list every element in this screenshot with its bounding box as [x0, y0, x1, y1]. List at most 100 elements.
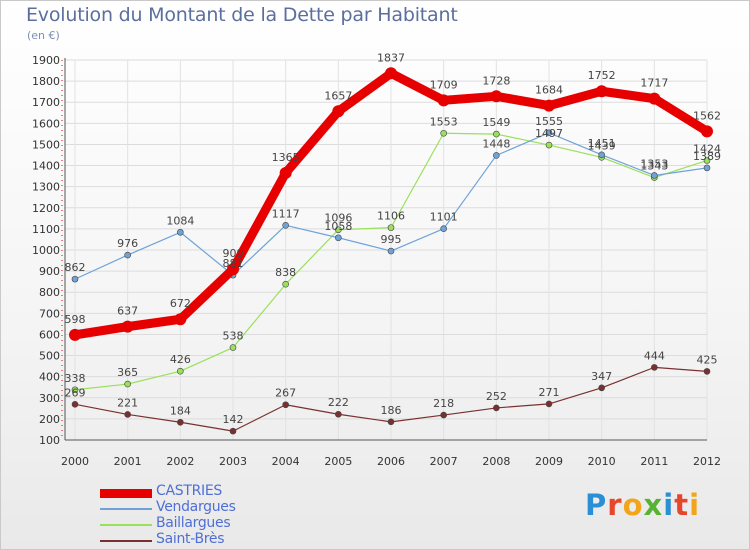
y-tick-label: 800 — [39, 286, 60, 299]
data-label: 269 — [65, 386, 86, 399]
legend-swatch — [100, 488, 152, 498]
data-label: 1343 — [640, 160, 668, 173]
logo-letter: x — [643, 488, 664, 522]
data-label: 1657 — [324, 89, 352, 102]
data-point — [437, 94, 450, 107]
data-label: 976 — [117, 237, 138, 250]
data-label: 252 — [486, 390, 507, 403]
logo-letter: i — [663, 488, 675, 522]
y-tick-label: 300 — [39, 392, 60, 405]
data-point — [440, 411, 447, 419]
data-point — [387, 247, 395, 255]
data-label: 1549 — [482, 116, 510, 129]
data-label: 1837 — [377, 51, 405, 64]
data-point — [177, 228, 184, 236]
data-point — [545, 129, 553, 137]
data-point — [71, 275, 79, 283]
data-point — [387, 418, 395, 426]
data-point — [387, 224, 395, 231]
y-tick-label: 100 — [39, 434, 60, 447]
y-tick-label: 1600 — [32, 117, 60, 130]
data-point — [543, 99, 555, 112]
data-label: 1424 — [693, 142, 721, 155]
logo-letter: o — [622, 488, 644, 522]
data-point — [71, 386, 79, 394]
data-point — [701, 125, 713, 138]
data-label: 222 — [328, 396, 349, 409]
data-label: 1451 — [588, 137, 616, 150]
data-label: 995 — [381, 233, 402, 246]
data-point — [282, 401, 289, 409]
data-label: 1106 — [377, 210, 405, 223]
legend-swatch — [100, 508, 152, 510]
data-point — [174, 313, 187, 326]
y-tick-label: 700 — [39, 307, 60, 320]
data-point — [703, 164, 711, 172]
data-label: 1389 — [693, 150, 721, 163]
data-point — [177, 367, 184, 375]
y-tick-label: 1700 — [32, 96, 60, 109]
y-tick-label: 1000 — [32, 244, 60, 257]
x-tick-label: 2008 — [482, 455, 510, 468]
data-label: 909 — [223, 247, 244, 260]
x-tick-label: 2011 — [640, 455, 668, 468]
data-label: 267 — [275, 387, 296, 400]
logo-letter: P — [585, 488, 608, 522]
data-label: 426 — [170, 353, 191, 366]
y-tick-label: 1400 — [32, 160, 60, 173]
data-point — [440, 225, 447, 232]
data-label: 1084 — [166, 214, 194, 227]
data-label: 186 — [381, 404, 402, 417]
y-tick-label: 400 — [39, 371, 60, 384]
data-point — [545, 400, 553, 408]
data-point — [227, 263, 239, 276]
y-tick-label: 1100 — [32, 223, 60, 236]
y-tick-label: 600 — [39, 328, 60, 341]
data-label: 1101 — [430, 211, 458, 224]
data-point — [335, 410, 342, 418]
data-point — [69, 328, 81, 341]
data-label: 1096 — [324, 212, 352, 225]
x-tick-label: 2012 — [693, 455, 721, 468]
logo-letter: i — [689, 488, 701, 522]
y-tick-label: 900 — [39, 265, 60, 278]
data-point — [124, 251, 131, 259]
data-label: 338 — [65, 372, 86, 385]
data-point — [493, 404, 500, 412]
y-tick-label: 1900 — [32, 54, 60, 67]
data-label: 881 — [223, 257, 244, 270]
x-tick-label: 2006 — [377, 455, 405, 468]
x-tick-label: 2007 — [430, 455, 458, 468]
data-label: 1439 — [588, 139, 616, 152]
legend-swatch — [100, 524, 152, 526]
data-point — [440, 129, 447, 137]
x-tick-label: 2000 — [61, 455, 89, 468]
data-label: 1058 — [324, 220, 352, 233]
data-label: 142 — [223, 413, 244, 426]
data-point — [279, 166, 292, 179]
data-point — [545, 141, 553, 149]
x-tick-label: 2010 — [588, 455, 616, 468]
chart-title: Evolution du Montant de la Dette par Hab… — [26, 4, 458, 26]
data-point — [335, 226, 342, 234]
data-point — [124, 411, 131, 418]
data-label: 598 — [65, 313, 86, 326]
data-label: 1555 — [535, 115, 563, 128]
x-tick-label: 2003 — [219, 455, 247, 468]
data-point — [648, 92, 661, 105]
proxiti-logo: Proxiti — [585, 488, 700, 522]
data-label: 1709 — [430, 78, 458, 91]
data-label: 425 — [697, 353, 718, 366]
series-saint-br-s — [71, 364, 711, 435]
data-point — [124, 380, 131, 388]
data-label: 1562 — [693, 109, 721, 122]
data-label: 637 — [117, 305, 138, 318]
data-point — [703, 368, 711, 375]
data-point — [595, 85, 608, 98]
x-tick-label: 2004 — [272, 455, 300, 468]
data-point — [385, 67, 397, 80]
data-label: 1448 — [482, 137, 510, 150]
data-label: 1684 — [535, 84, 563, 97]
data-label: 218 — [433, 397, 454, 410]
data-point — [703, 157, 711, 164]
